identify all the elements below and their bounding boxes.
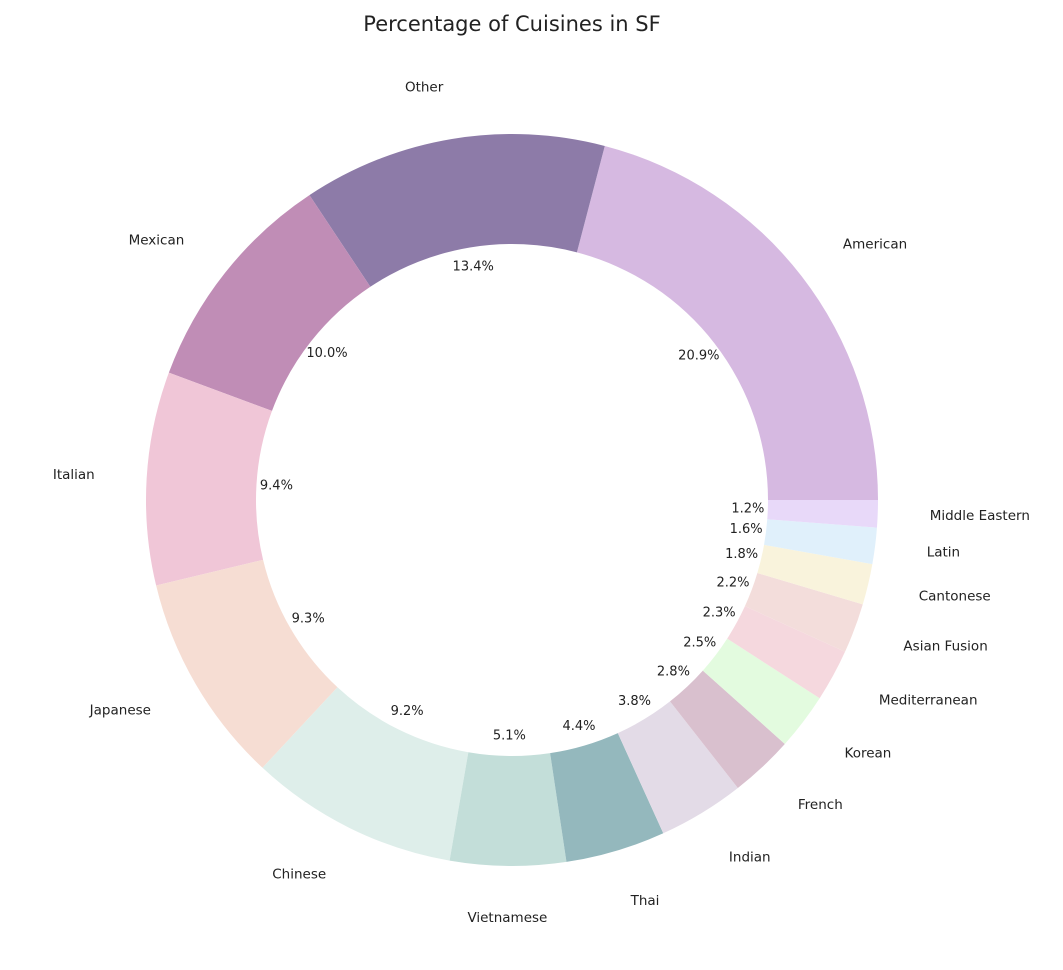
slice-label-mediterranean: Mediterranean [879,692,978,708]
pct-label-japanese: 9.3% [292,611,325,626]
slice-thai [550,733,664,862]
slice-label-cantonese: Cantonese [919,588,991,604]
pct-label-middle-eastern: 1.2% [731,501,764,516]
labels-layer: American 20.9% Other 13.4% Mexican 10.0% Itali… [53,80,1030,926]
slice-label-asian-fusion: Asian Fusion [903,639,987,655]
pct-label-cantonese: 1.8% [725,547,758,562]
slice-middle-eastern [767,500,878,528]
slice-asian-fusion [744,573,863,652]
pct-label-indian: 3.8% [618,694,651,709]
slice-label-thai: Thai [630,893,660,909]
slice-indian [617,701,738,834]
slice-vietnamese [449,752,567,866]
chart-title: Percentage of Cuisines in SF [363,12,660,36]
slice-korean [702,638,820,744]
pct-label-american: 20.9% [678,348,719,363]
pct-label-other: 13.4% [453,260,494,275]
pct-label-italian: 9.4% [260,478,293,493]
slice-label-mexican: Mexican [129,232,185,248]
pct-label-french: 2.8% [657,665,690,680]
slice-cantonese [757,544,873,605]
slice-label-other: Other [405,80,444,96]
pct-label-mediterranean: 2.3% [703,606,736,621]
slice-label-latin: Latin [927,544,960,560]
slices-layer [145,133,878,866]
pct-label-korean: 2.5% [683,636,716,651]
slice-label-korean: Korean [845,745,892,761]
pct-label-thai: 4.4% [562,719,595,734]
slice-label-middle-eastern: Middle Eastern [930,508,1030,524]
slice-french [669,670,785,788]
pct-label-vietnamese: 5.1% [493,728,526,743]
pct-label-latin: 1.6% [730,522,763,537]
pct-label-asian-fusion: 2.2% [716,575,749,590]
slice-label-vietnamese: Vietnamese [467,910,547,926]
pct-label-chinese: 9.2% [391,704,424,719]
slice-latin [764,519,877,565]
slice-mexican [168,195,371,411]
slice-label-japanese: Japanese [89,703,151,719]
slice-label-american: American [843,237,907,253]
slice-american [576,145,878,500]
slice-label-french: French [798,797,843,813]
slice-mediterranean [727,606,846,699]
slice-italian [145,372,272,586]
slice-chinese [262,687,469,861]
slice-japanese [156,559,338,768]
slice-label-italian: Italian [53,467,95,483]
slice-other [309,133,605,287]
slice-label-indian: Indian [729,849,771,865]
slice-label-chinese: Chinese [272,866,326,882]
pct-label-mexican: 10.0% [306,346,347,361]
